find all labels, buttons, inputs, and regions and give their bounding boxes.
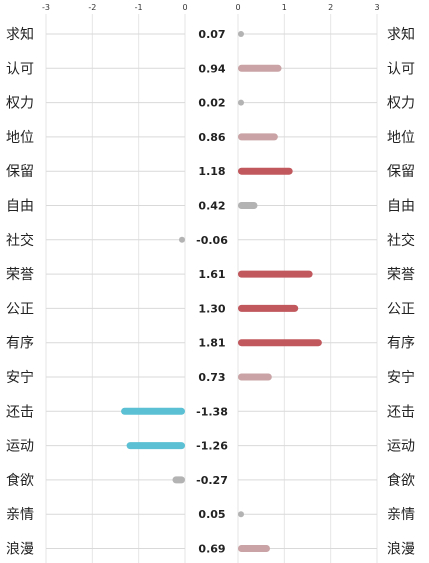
neg-tick-label: -3 [42,3,50,12]
bar-dot [179,236,185,243]
bar [238,304,299,312]
value-label: -1.38 [196,405,228,418]
category-label-left: 安宁 [6,369,34,386]
category-label-left: 地位 [6,130,34,146]
bar [121,407,185,415]
value-label: 1.61 [198,268,225,281]
category-label-right: 公正 [387,301,415,317]
value-label: 1.30 [198,302,225,315]
value-label: 0.94 [198,62,225,75]
category-label-right: 地位 [387,130,415,146]
bar [172,476,185,484]
pos-tick-label: 1 [282,3,287,12]
bar [238,545,270,552]
category-label-left: 权力 [6,96,34,112]
bar [238,133,278,141]
neg-tick-label: -1 [135,3,143,12]
value-label: -0.27 [196,474,228,487]
bar-dot [238,99,244,106]
category-label-right: 安宁 [387,369,415,386]
bar-dot [238,511,244,518]
bar [126,442,185,450]
value-label: 0.42 [198,200,225,213]
bar [238,202,258,209]
value-label: 1.81 [198,337,225,350]
bar [238,373,272,381]
category-label-right: 亲情 [387,507,415,523]
category-label-right: 权力 [387,96,415,112]
value-label: 0.73 [198,371,225,384]
category-label-left: 求知 [6,26,34,43]
category-label-right: 食欲 [387,472,415,489]
bar [238,339,322,347]
category-label-left: 运动 [6,439,34,455]
category-label-left: 认可 [6,61,34,77]
category-label-right: 运动 [387,439,415,455]
category-label-right: 保留 [387,164,415,180]
category-label-left: 社交 [6,232,34,249]
category-label-right: 浪漫 [387,542,415,558]
category-label-right: 还击 [387,404,415,420]
value-label: 0.69 [198,543,225,556]
category-label-left: 食欲 [6,472,34,489]
category-label-left: 还击 [6,404,34,420]
bar [238,270,313,278]
pos-tick-label: 0 [235,3,240,12]
category-label-right: 有序 [387,336,415,352]
bar [238,167,293,175]
category-label-left: 自由 [6,199,34,215]
value-label: 0.02 [198,97,225,110]
bar-dot [238,31,244,37]
category-label-left: 公正 [6,301,34,317]
pos-tick-label: 2 [328,3,333,12]
category-label-right: 求知 [387,26,415,43]
bar [238,64,282,72]
category-label-left: 有序 [6,336,34,352]
category-label-right: 荣誉 [387,267,415,283]
value-label: -0.06 [196,234,228,247]
neg-tick-label: -2 [88,3,96,12]
category-label-left: 亲情 [6,507,34,523]
category-label-right: 社交 [387,232,415,249]
category-label-left: 保留 [6,164,34,180]
value-label: -1.26 [196,440,228,453]
category-label-left: 荣誉 [6,267,34,283]
category-label-right: 认可 [387,61,415,77]
pos-tick-label: 3 [374,3,379,12]
category-label-right: 自由 [387,199,415,215]
category-label-left: 浪漫 [6,542,34,558]
value-label: 1.18 [198,165,225,178]
value-label: 0.07 [198,28,225,41]
neg-tick-label: 0 [182,3,187,12]
value-label: 0.05 [198,508,225,521]
value-label: 0.86 [198,131,225,144]
